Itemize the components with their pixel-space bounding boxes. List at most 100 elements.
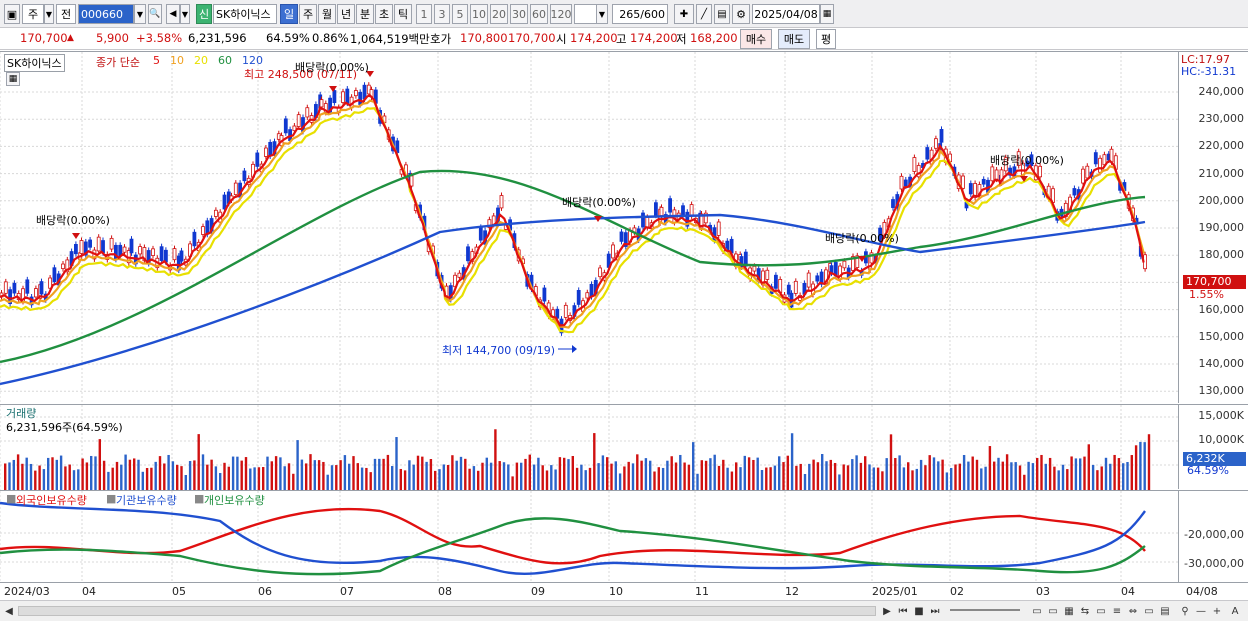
high-price: 174,200 (630, 31, 678, 45)
period-tab-4[interactable]: 분 (356, 4, 374, 24)
stop-icon[interactable]: ■ (914, 605, 924, 617)
copy-icon[interactable]: ▭ (1144, 605, 1154, 617)
stock-code-value: 000660 (81, 7, 123, 21)
zoom-out-icon[interactable]: — (1196, 605, 1206, 617)
prev-button[interactable]: 전 (56, 4, 76, 24)
grid-table-icon[interactable]: ▦ (6, 72, 20, 86)
period-tab-6[interactable]: 틱 (394, 4, 412, 24)
date-input[interactable]: 2025/04/08 (752, 4, 820, 24)
interval-button-6[interactable]: 60 (530, 4, 548, 24)
list-icon[interactable]: ≡ (1112, 605, 1122, 617)
interval-button-2[interactable]: 5 (452, 4, 468, 24)
up-triangle-icon: ▲ (67, 33, 74, 43)
crosshair-icon[interactable]: ✚ (674, 4, 694, 24)
price-tick: 140,000 (1198, 357, 1245, 370)
interval-button-1[interactable]: 3 (434, 4, 450, 24)
holdings-pane[interactable]: ■ 외국인보유수량 ■ 기관보유수량 ■ 개인보유수량 (0, 490, 1178, 583)
period-type-select[interactable]: 주 (22, 4, 44, 24)
date-tick: 2025/01 (872, 585, 918, 598)
sell-button[interactable]: 매도 (778, 29, 810, 49)
new-badge-label: 신 (198, 8, 210, 21)
date-tick: 04 (1121, 585, 1135, 598)
volume-axis: 15,000K 10,000K 6,232K 64.59% (1178, 404, 1248, 489)
zoom-slider[interactable] (950, 609, 1020, 611)
grid-icon[interactable]: ▦ (1064, 605, 1074, 617)
period-tab-1[interactable]: 주 (299, 4, 317, 24)
period-tab-5[interactable]: 초 (375, 4, 393, 24)
volume-canvas (0, 405, 1178, 490)
price-chart-pane[interactable]: SK하이닉스 종가 단순 5 10 20 60 120 ▦ 최고 248,500 (07… (0, 51, 1178, 404)
view-mode-icon[interactable]: ▭ (1032, 605, 1042, 617)
chart-scrollbar[interactable]: ◀ ▶ ⏮ ■ ⏭ ▭ ▭ ▦ ⇆ ▭ ≡ ⇔ ▭ ▤ ⚲ — + A (0, 600, 1248, 621)
compare-icon[interactable]: ▭ (1096, 605, 1106, 617)
interval-button-3[interactable]: 10 (470, 4, 488, 24)
view-split-icon[interactable]: ▭ (1048, 605, 1058, 617)
font-size-icon[interactable]: A (1231, 605, 1239, 617)
buy-label: 매수 (745, 33, 767, 46)
zoom-in-icon[interactable]: + (1212, 605, 1222, 617)
period-tab-3[interactable]: 년 (337, 4, 355, 24)
quote-info-bar: 170,700 ▲ 5,900 +3.58% 6,231,596 64.59% … (0, 28, 1248, 50)
legend-square-icon: ■ (106, 492, 117, 505)
scroll-right-icon[interactable]: ▶ (883, 605, 891, 617)
date-value: 2025/04/08 (754, 7, 818, 21)
current-price-tag: 170,700 (1183, 275, 1246, 289)
bar-count-value: 265 (619, 7, 641, 21)
stock-name-field[interactable]: SK하이닉스 (213, 4, 277, 24)
ask-price: 170,800 (460, 31, 508, 45)
buy-button[interactable]: 매수 (740, 29, 772, 49)
magnifier-icon[interactable]: ⚲ (1181, 605, 1189, 617)
scroll-first-icon[interactable]: ⏮ (898, 605, 908, 617)
low-label: 저 (676, 32, 687, 46)
period-tab-2[interactable]: 월 (318, 4, 336, 24)
interval-button-5[interactable]: 30 (510, 4, 528, 24)
bar-count-field[interactable]: 265/600 (612, 4, 668, 24)
period-type-label: 주 (27, 8, 39, 21)
scroll-last-icon[interactable]: ⏭ (930, 605, 940, 617)
save-icon[interactable]: ▤ (714, 4, 730, 24)
scroll-left-icon[interactable]: ◀ (5, 605, 13, 617)
holdings-legend-item: 외국인보유수량 (16, 494, 87, 507)
volume-title: 거래량 (6, 407, 37, 420)
period-tab-0[interactable]: 일 (280, 4, 298, 24)
holdings-legend-item: 기관보유수량 (116, 494, 177, 507)
legend-square-icon: ■ (194, 492, 205, 505)
price-tick: 190,000 (1198, 221, 1245, 234)
price-chart-canvas (0, 52, 1178, 404)
holdings-axis: -20,000,00 -30,000,00 (1178, 490, 1248, 582)
chevron-down-icon[interactable]: ▼ (44, 4, 54, 24)
holdings-tick: -30,000,00 (1184, 557, 1244, 570)
vol-tick: 10,000K (1198, 433, 1244, 446)
search-icon[interactable]: 🔍 (148, 4, 162, 24)
scale-icon[interactable]: ⇔ (1128, 605, 1138, 617)
speaker-dropdown-icon[interactable]: ▼ (180, 4, 190, 24)
date-tick: 02 (950, 585, 964, 598)
trade-amount: 1,064,519백만 (350, 32, 430, 46)
prev-label: 전 (60, 8, 72, 21)
volume-tag-pct: 64.59% (1187, 464, 1229, 477)
ma-legend-item: 20 (194, 54, 208, 67)
volume-value: 6,231,596 (188, 31, 247, 45)
gear-icon[interactable]: ⚙ (732, 4, 750, 24)
dividend-note: 배당락(0.00%) (562, 196, 636, 209)
scroll-track[interactable] (18, 606, 876, 616)
print-icon[interactable]: ▤ (1160, 605, 1170, 617)
price-tick: 130,000 (1198, 384, 1245, 398)
link-icon[interactable]: ⇆ (1080, 605, 1090, 617)
eval-button[interactable]: 평 (816, 29, 836, 49)
interval-dropdown-icon[interactable]: ▼ (596, 4, 608, 24)
price-change-pct: +3.58% (136, 31, 183, 45)
interval-button-7[interactable]: 120 (550, 4, 572, 24)
interval-button-0[interactable]: 1 (416, 4, 432, 24)
stock-code-input[interactable]: 000660 (78, 4, 134, 24)
draw-line-icon[interactable]: ╱ (696, 4, 712, 24)
calendar-icon[interactable]: ▦ (820, 4, 834, 24)
interval-button-4[interactable]: 20 (490, 4, 508, 24)
eval-label: 평 (820, 33, 832, 46)
layout-icon[interactable]: ▣ (4, 4, 20, 24)
holdings-legend-item: 개인보유수량 (204, 494, 265, 507)
code-dropdown-icon[interactable]: ▼ (134, 4, 146, 24)
volume-pane[interactable]: 거래량 6,231,596주(64.59%) (0, 404, 1178, 490)
speaker-icon[interactable]: ◀ (166, 4, 180, 24)
legend-square-icon: ■ (6, 492, 17, 505)
